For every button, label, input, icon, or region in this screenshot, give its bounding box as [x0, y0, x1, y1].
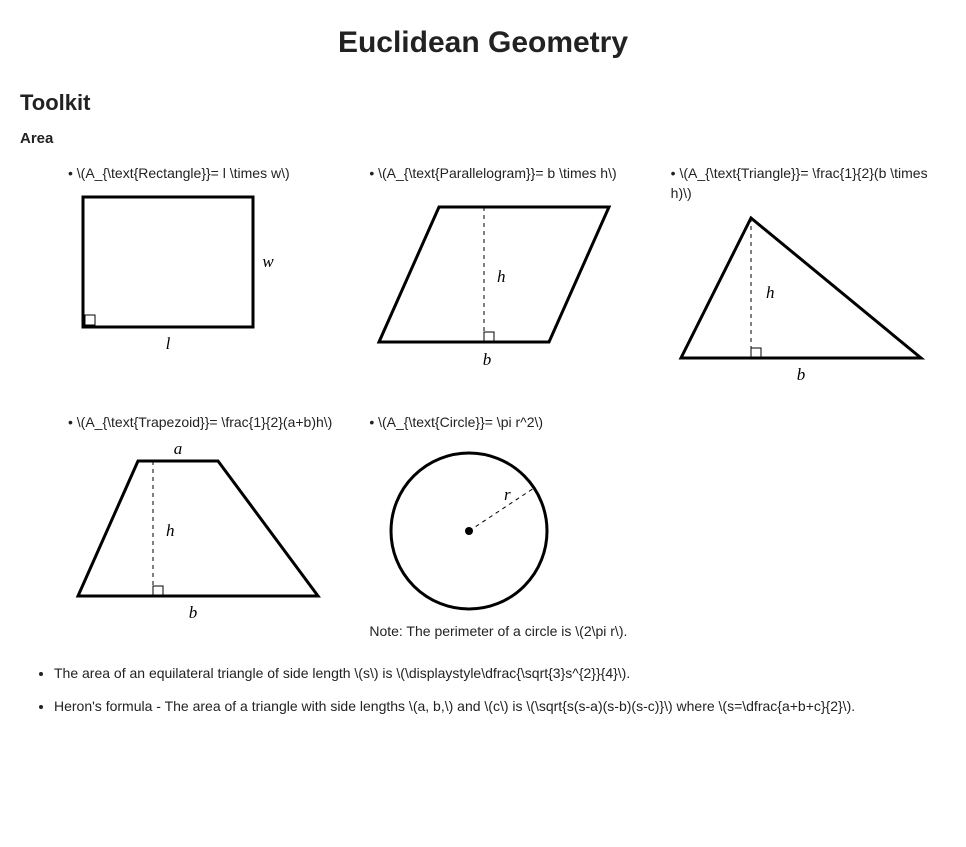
- circle-formula: \(A_{\text{Circle}}= \pi r^2\): [378, 414, 543, 430]
- circle-note: Note: The perimeter of a circle is \(2\p…: [369, 622, 640, 642]
- bullet-icon: •: [68, 165, 73, 181]
- toolkit-heading: Toolkit: [20, 90, 946, 116]
- cell-parallelogram: • \(A_{\text{Parallelogram}}= b \times h…: [369, 163, 640, 388]
- extra-equilateral: The area of an equilateral triangle of s…: [54, 663, 946, 684]
- cell-triangle: • \(A_{\text{Triangle}}= \frac{1}{2}(b \…: [671, 163, 942, 388]
- page-title: Euclidean Geometry: [20, 26, 946, 60]
- right-angle-icon: [85, 315, 95, 325]
- shape-grid: • \(A_{\text{Rectangle}}= l \times w\) l…: [68, 163, 942, 641]
- cell-circle: • \(A_{\text{Circle}}= \pi r^2\) r Note:…: [369, 412, 640, 642]
- rectangle-shape: [83, 197, 253, 327]
- parallelogram-figure: h b: [369, 187, 640, 377]
- bullet-icon: •: [369, 414, 374, 430]
- bullet-icon: •: [671, 165, 676, 181]
- triangle-shape: [681, 218, 921, 358]
- rectangle-figure: l w: [68, 187, 339, 357]
- parallelogram-formula: \(A_{\text{Parallelogram}}= b \times h\): [378, 165, 617, 181]
- triangle-formula: \(A_{\text{Triangle}}= \frac{1}{2}(b \ti…: [671, 165, 928, 201]
- bullet-icon: •: [369, 165, 374, 181]
- triangle-label-h: h: [766, 283, 775, 302]
- parallelogram-label-b: b: [483, 350, 492, 369]
- triangle-figure: h b: [671, 208, 942, 388]
- circle-figure: r: [369, 436, 640, 616]
- trapezoid-label-b: b: [189, 603, 198, 622]
- rectangle-label-w: w: [262, 252, 274, 271]
- bullet-icon: •: [68, 414, 73, 430]
- extra-heron: Heron's formula - The area of a triangle…: [54, 696, 946, 717]
- rectangle-formula: \(A_{\text{Rectangle}}= l \times w\): [77, 165, 290, 181]
- cell-trapezoid: • \(A_{\text{Trapezoid}}= \frac{1}{2}(a+…: [68, 412, 339, 642]
- parallelogram-shape: [379, 207, 609, 342]
- radius-line: [469, 488, 534, 531]
- parallelogram-label-h: h: [497, 267, 506, 286]
- trapezoid-label-a: a: [174, 439, 183, 458]
- trapezoid-shape: [78, 461, 318, 596]
- trapezoid-label-h: h: [166, 521, 175, 540]
- extra-formulas: The area of an equilateral triangle of s…: [30, 663, 946, 717]
- trapezoid-formula: \(A_{\text{Trapezoid}}= \frac{1}{2}(a+b)…: [77, 414, 333, 430]
- circle-label-r: r: [504, 485, 511, 504]
- cell-rectangle: • \(A_{\text{Rectangle}}= l \times w\) l…: [68, 163, 339, 388]
- triangle-label-b: b: [796, 365, 805, 384]
- area-heading: Area: [20, 130, 946, 147]
- rectangle-label-l: l: [166, 334, 171, 353]
- trapezoid-figure: a h b: [68, 436, 339, 626]
- empty-cell: [671, 412, 942, 642]
